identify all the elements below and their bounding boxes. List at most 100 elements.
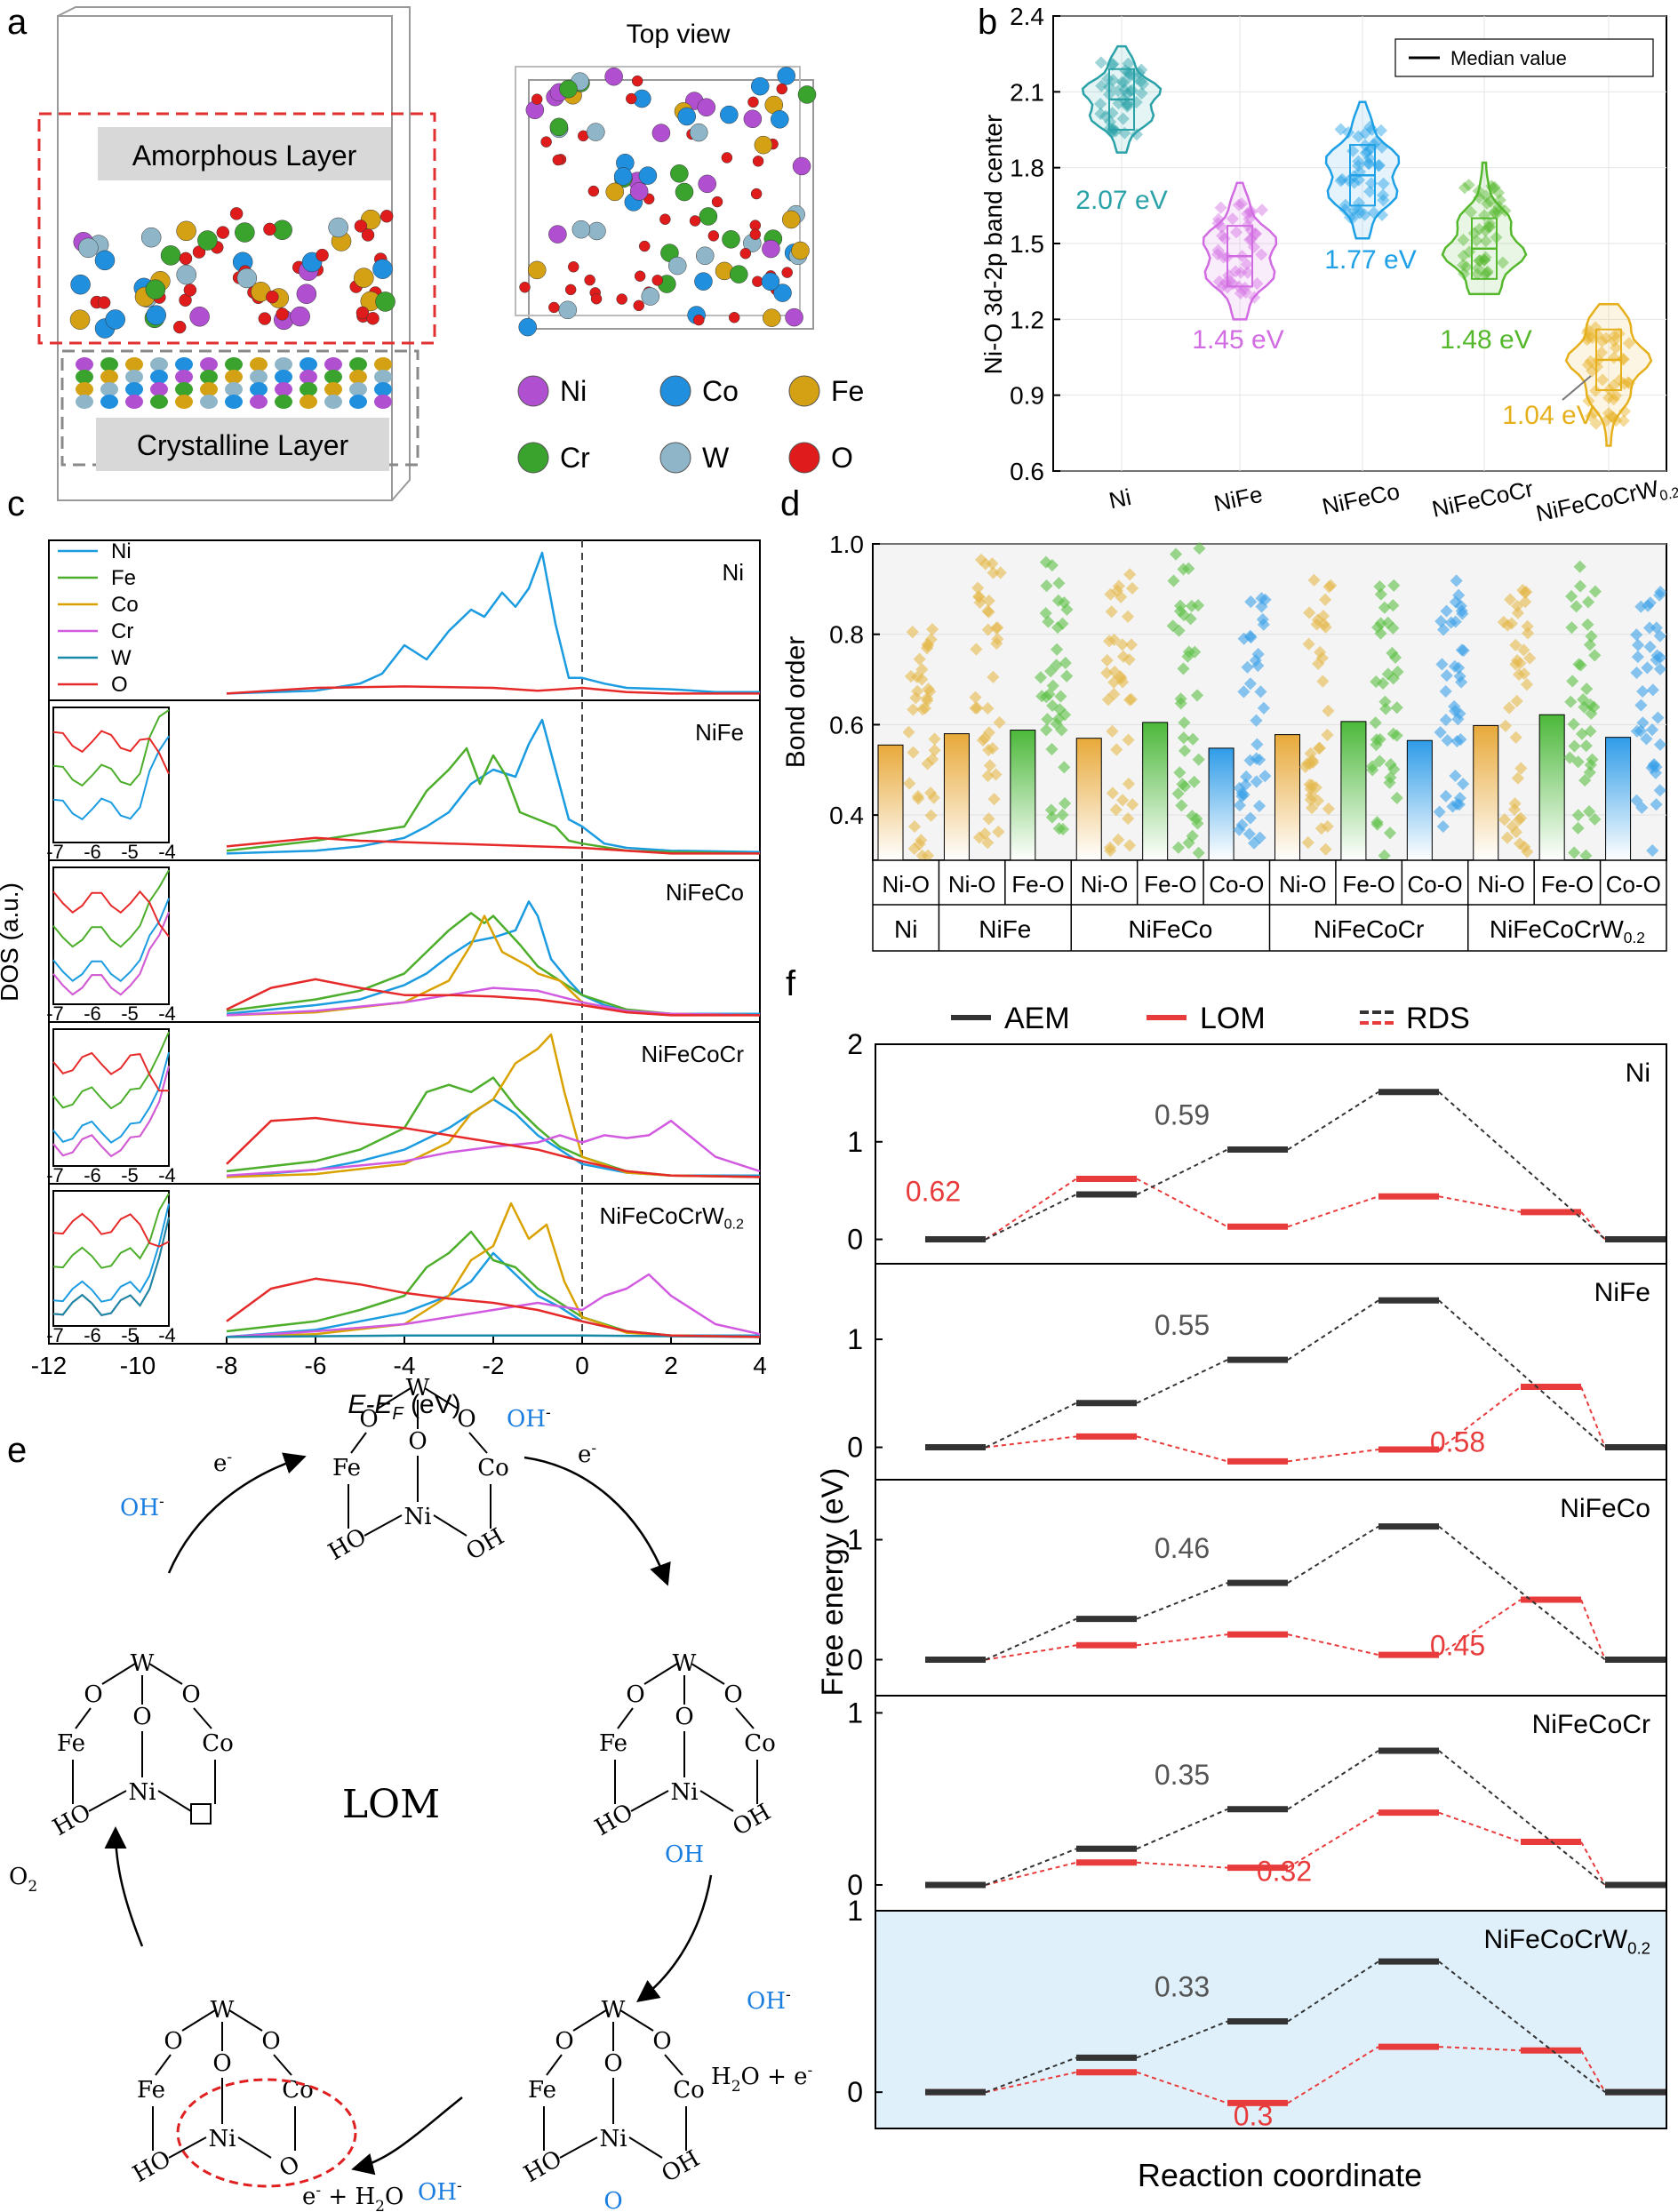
atom bbox=[100, 357, 118, 371]
inset-line-o bbox=[52, 730, 170, 775]
atom bbox=[125, 395, 143, 409]
atom bbox=[349, 370, 367, 384]
data-point bbox=[1125, 84, 1139, 97]
data-point bbox=[1226, 212, 1239, 226]
atom bbox=[250, 382, 268, 396]
data-point bbox=[1312, 657, 1325, 670]
dos-line-o bbox=[226, 1277, 761, 1338]
data-point bbox=[1571, 821, 1585, 834]
data-point bbox=[1103, 80, 1116, 94]
bar-co-o bbox=[1605, 737, 1632, 861]
data-point bbox=[981, 836, 995, 850]
bond-label: Fe-O bbox=[1144, 871, 1196, 898]
dos-inset: -7 -6 -5 -4 bbox=[46, 707, 176, 863]
atom bbox=[266, 290, 279, 304]
atom-legend-co: Co bbox=[659, 375, 739, 407]
data-point bbox=[1457, 259, 1470, 272]
data-point bbox=[1303, 606, 1316, 619]
cycle-arrow bbox=[167, 1452, 307, 1574]
data-point bbox=[1517, 667, 1530, 681]
data-point bbox=[1617, 414, 1630, 427]
data-point bbox=[1240, 770, 1253, 784]
x-tick-label: NiFeCo bbox=[1320, 477, 1402, 520]
dos-inset: -7 -6 -5 -4 bbox=[46, 1190, 176, 1346]
aem-connector bbox=[1136, 1148, 1228, 1195]
co-atom: Co bbox=[202, 1730, 234, 1757]
data-point bbox=[1232, 198, 1245, 212]
data-point bbox=[1358, 208, 1371, 221]
data-point bbox=[1352, 203, 1365, 216]
atom bbox=[150, 382, 168, 396]
co-atom-icon bbox=[659, 375, 691, 407]
data-point bbox=[1352, 159, 1365, 172]
data-point bbox=[1646, 844, 1659, 858]
data-point bbox=[1250, 752, 1263, 765]
data-point bbox=[1374, 587, 1387, 601]
data-point bbox=[1171, 841, 1185, 854]
data-point bbox=[1578, 700, 1591, 714]
data-point bbox=[1610, 389, 1623, 403]
data-point bbox=[1110, 743, 1123, 756]
data-point bbox=[1257, 618, 1270, 631]
data-point bbox=[1623, 377, 1636, 390]
atom bbox=[564, 283, 577, 296]
aem-connector bbox=[985, 2056, 1077, 2094]
atom bbox=[552, 154, 564, 166]
dos-subpanel-ni: Ni bbox=[226, 551, 760, 695]
energy-subpanel-nifeco: 0 1 NiFeCo 0.46 0.45 bbox=[847, 1479, 1667, 1697]
data-point bbox=[1455, 675, 1468, 689]
data-point bbox=[1346, 144, 1360, 157]
data-point bbox=[1440, 604, 1453, 618]
data-point bbox=[1434, 615, 1448, 628]
subpanel-title: NiFeCoCrW0.2 bbox=[1483, 1925, 1650, 1958]
inset-tick-label: -6 bbox=[84, 1002, 101, 1025]
data-point bbox=[1622, 337, 1635, 350]
data-point bbox=[1636, 684, 1650, 699]
data-point bbox=[1244, 224, 1258, 237]
data-point bbox=[1187, 775, 1201, 788]
data-point bbox=[1334, 174, 1347, 188]
data-point bbox=[1586, 753, 1599, 766]
data-point bbox=[1244, 595, 1258, 609]
atom bbox=[763, 308, 781, 327]
data-point bbox=[1215, 220, 1228, 234]
legend-label: Cr bbox=[111, 619, 133, 643]
atom bbox=[300, 395, 317, 409]
dos-line-o bbox=[226, 978, 760, 1017]
electron-label: e- bbox=[213, 1449, 232, 1477]
data-point bbox=[1102, 88, 1115, 101]
data-point bbox=[1523, 651, 1537, 665]
atom bbox=[105, 309, 125, 330]
panel-letter-c: c bbox=[7, 484, 25, 523]
ni-atom: Ni bbox=[208, 2126, 236, 2152]
right-group: O bbox=[275, 2151, 304, 2184]
atom bbox=[300, 370, 317, 384]
atom bbox=[300, 382, 317, 396]
bond-label: Fe-O bbox=[1541, 871, 1594, 898]
data-point bbox=[1608, 329, 1621, 343]
panel-c-dos-chart: DOS (a.u.)-12 -10 -8 -6 -4 -2 0 2 4E-EF (eV)NiFe… bbox=[0, 539, 767, 1424]
data-point bbox=[913, 652, 926, 666]
data-point bbox=[1298, 760, 1312, 774]
data-point bbox=[1244, 631, 1258, 644]
data-point bbox=[1581, 323, 1594, 337]
data-point bbox=[1221, 281, 1235, 294]
data-point bbox=[1369, 716, 1382, 730]
data-point bbox=[1602, 391, 1616, 404]
o-atom: O bbox=[457, 1406, 475, 1433]
lom-connector bbox=[1580, 1841, 1606, 1886]
data-point bbox=[1511, 606, 1524, 619]
data-point bbox=[1106, 724, 1119, 738]
data-point bbox=[1237, 685, 1251, 699]
aem-connector bbox=[985, 1194, 1077, 1241]
lom-connector bbox=[1580, 2049, 1606, 2093]
data-point bbox=[1511, 771, 1524, 785]
data-point bbox=[1107, 633, 1121, 647]
atom bbox=[792, 156, 811, 176]
bar-fe-o bbox=[1340, 721, 1367, 861]
data-point bbox=[1367, 206, 1380, 220]
data-point bbox=[1573, 560, 1586, 573]
o-atom: O bbox=[603, 2050, 622, 2077]
data-point bbox=[1585, 707, 1598, 720]
data-point bbox=[1631, 651, 1644, 664]
